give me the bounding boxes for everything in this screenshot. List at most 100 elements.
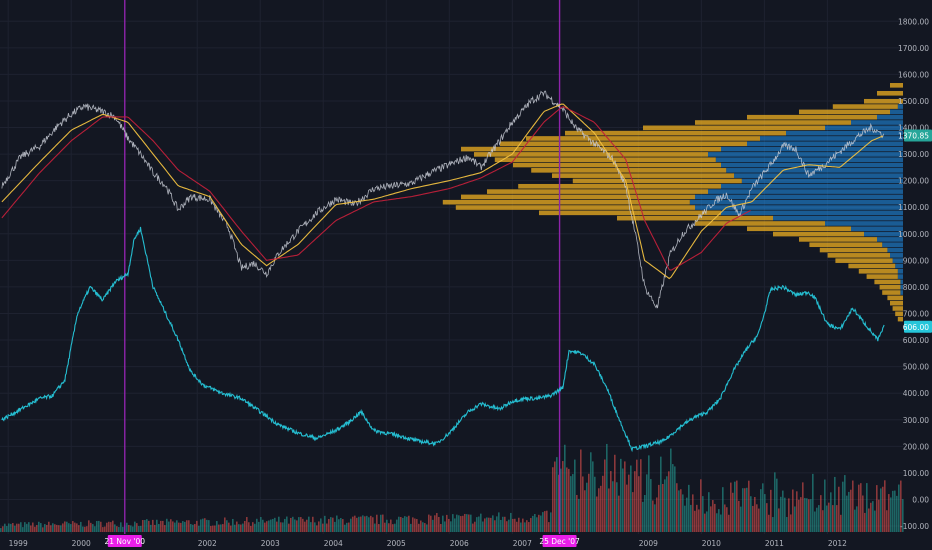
volume-bar (532, 515, 534, 532)
profile-sell-bar (773, 215, 903, 221)
profile-sell-bar (877, 114, 903, 120)
volume-bar (624, 461, 626, 532)
profile-sell-bar (708, 189, 903, 194)
volume-bar (544, 511, 546, 532)
volume-bar (872, 501, 874, 532)
volume-bar (462, 515, 464, 532)
profile-buy-bar (455, 205, 695, 210)
volume-bar (196, 520, 198, 532)
profile-sell-bar (864, 231, 903, 237)
marker-date-badge (542, 535, 577, 547)
volume-bar (734, 481, 736, 532)
volume-bar (594, 476, 596, 532)
volume-bar (878, 499, 880, 532)
volume-bar (560, 468, 562, 532)
volume-bar (240, 524, 242, 532)
y-tick-label: 600.00 (903, 336, 929, 345)
volume-bar (432, 519, 434, 532)
volume-bar (90, 522, 92, 532)
volume-bar (570, 476, 572, 532)
volume-bar (692, 494, 694, 532)
volume-bar (182, 521, 184, 532)
volume-bar (246, 517, 248, 532)
volume-bar (688, 484, 690, 532)
volume-bar (690, 504, 692, 532)
series-secondary (1, 226, 885, 453)
volume-bar (404, 516, 406, 532)
volume-bar (568, 468, 570, 532)
profile-buy-bar (617, 215, 773, 221)
volume-bar (406, 516, 408, 532)
volume-bar (160, 520, 162, 532)
volume-bar (592, 461, 594, 532)
volume-bar (278, 516, 280, 532)
volume-bar (350, 518, 352, 532)
volume-bar (466, 514, 468, 532)
profile-sell-bar (892, 258, 903, 263)
x-tick-label: 2002 (198, 539, 217, 548)
volume-bar (52, 523, 54, 532)
volume-bar (726, 507, 728, 532)
volume-bar (72, 521, 74, 532)
volume-bar (702, 496, 704, 532)
profile-sell-bar (825, 125, 903, 131)
volume-bar (450, 521, 452, 532)
volume-bar (302, 518, 304, 532)
volume-bar (604, 459, 606, 532)
volume-bar (392, 524, 394, 532)
time-axis[interactable]: 1999 2000 2002 2003 2004 2005 2006 2007 2009 2010… (9, 539, 848, 548)
volume-bar (342, 519, 344, 532)
volume-bar (36, 525, 38, 532)
volume-bar (642, 501, 644, 532)
volume-bar (194, 523, 196, 532)
x-tick-label: 2009 (639, 539, 658, 548)
volume-bar (464, 513, 466, 532)
volume-bar (28, 522, 30, 532)
volume-bar (538, 514, 540, 532)
volume-bar (582, 476, 584, 532)
volume-bar (680, 489, 682, 532)
volume-bar (848, 491, 850, 532)
volume-bar (700, 479, 702, 532)
volume-bar (146, 519, 148, 532)
volume-bar (178, 522, 180, 532)
volume-bar (256, 518, 258, 532)
profile-buy-bar (474, 152, 708, 157)
profile-sell-bar (695, 205, 903, 210)
volume-bar (344, 524, 346, 532)
volume-bar (94, 526, 96, 532)
volume-bar (8, 523, 10, 532)
volume-bar (506, 521, 508, 532)
volume-bar (422, 522, 424, 532)
volume-bar (558, 474, 560, 532)
profile-sell-bar (741, 178, 903, 184)
volume-bar (894, 490, 896, 532)
profile-sell-bar (895, 263, 903, 269)
volume-bar (18, 523, 20, 532)
volume-bar (204, 518, 206, 532)
volume-bar (790, 514, 792, 532)
volume-bar (674, 466, 676, 532)
volume-bar (16, 523, 18, 532)
profile-buy-bar (799, 109, 890, 115)
volume-bar (784, 497, 786, 532)
volume-bar (222, 524, 224, 532)
volume-bar (318, 521, 320, 532)
profile-buy-bar (518, 183, 721, 189)
volume-bar (564, 444, 566, 532)
profile-buy-bar (827, 253, 890, 258)
volume-bar (206, 519, 208, 532)
volume-bar (586, 482, 588, 532)
volume-bar (80, 521, 82, 532)
volume-bar (800, 497, 802, 532)
volume-bar (758, 508, 760, 532)
volume-bar (716, 513, 718, 532)
profile-buy-bar (500, 141, 747, 147)
price-axis[interactable]: 1800.00 1700.00 1600.00 1500.00 1400.00 1300.… (898, 17, 929, 531)
volume-bar (720, 514, 722, 532)
volume-bar (330, 517, 332, 532)
volume-bar (896, 495, 898, 532)
volume-bar (180, 522, 182, 532)
volume-bar (580, 449, 582, 532)
